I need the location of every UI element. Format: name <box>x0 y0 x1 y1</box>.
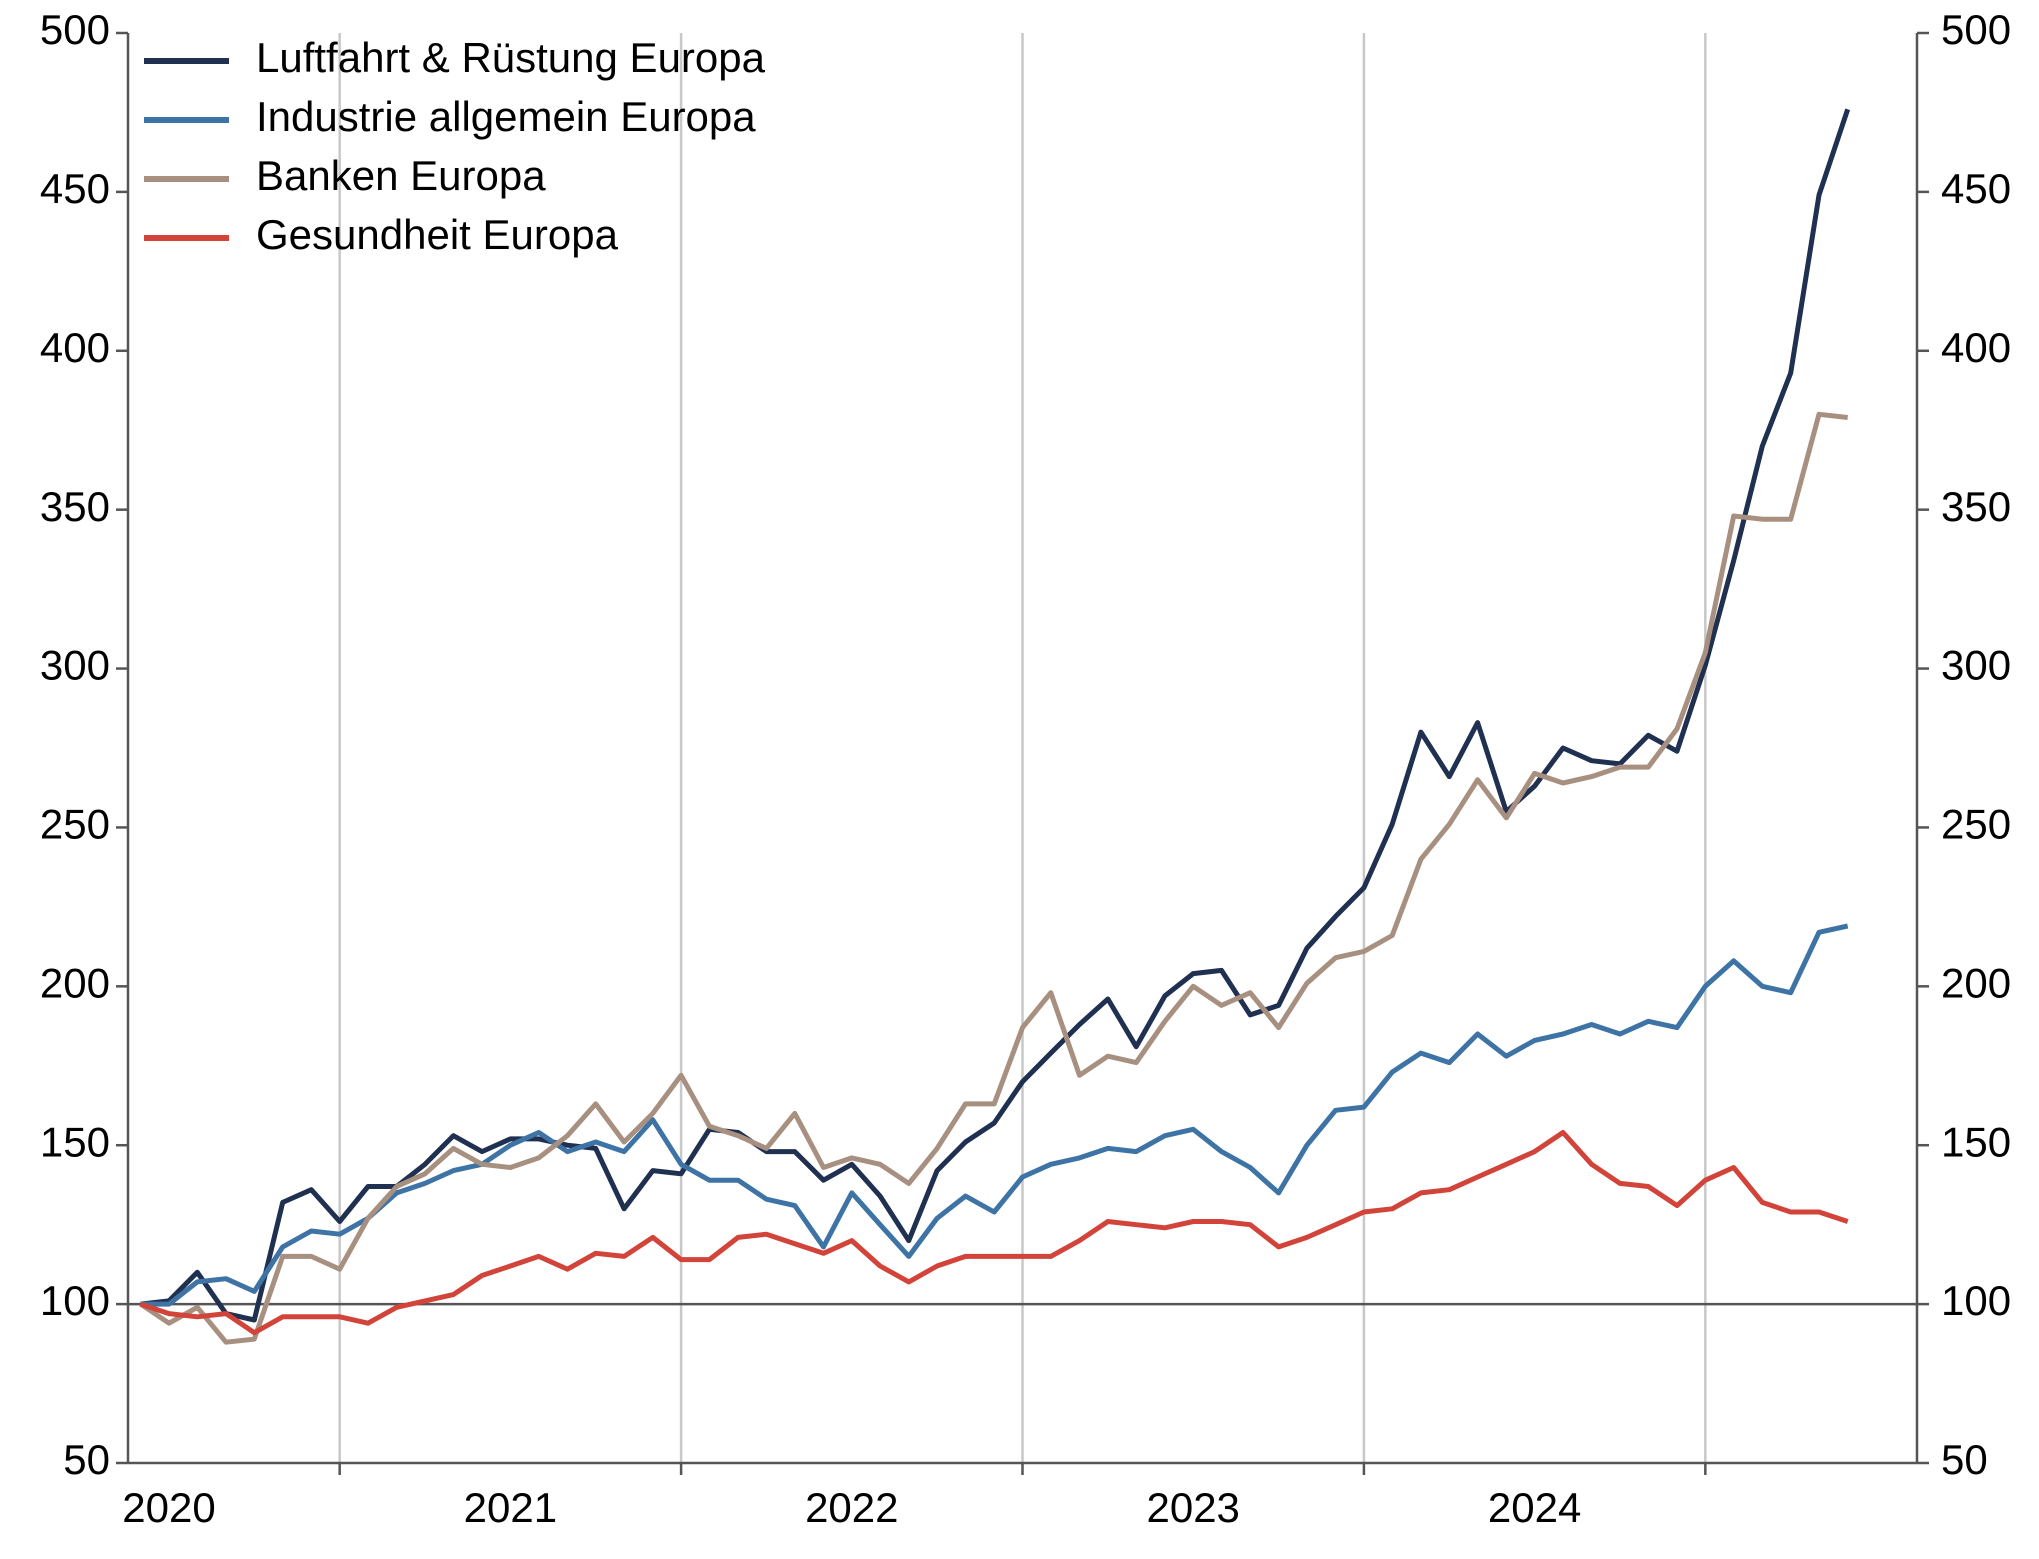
x-tick-label: 2020 <box>122 1484 215 1531</box>
y-tick-label: 100 <box>40 1277 110 1324</box>
y2-tick-label: 200 <box>1941 959 2011 1006</box>
y2-tick-label: 300 <box>1941 642 2011 689</box>
y-tick-label: 350 <box>40 483 110 530</box>
x-tick-label: 2021 <box>464 1484 557 1531</box>
y2-tick-label: 100 <box>1941 1277 2011 1324</box>
legend-label: Industrie allgemein Europa <box>256 93 756 140</box>
y2-tick-label: 250 <box>1941 801 2011 848</box>
legend-label: Gesundheit Europa <box>256 211 619 258</box>
series-line <box>139 411 1848 1345</box>
y2-tick-label: 450 <box>1941 165 2011 212</box>
x-tick-label: 2024 <box>1488 1484 1581 1531</box>
y2-tick-label: 400 <box>1941 324 2011 371</box>
y2-tick-label: 150 <box>1941 1118 2011 1165</box>
series-line <box>140 108 1851 1323</box>
y2-tick-label: 50 <box>1941 1436 1988 1483</box>
y-tick-label: 150 <box>40 1118 110 1165</box>
x-tick-label: 2023 <box>1146 1484 1239 1531</box>
x-tick-label: 2022 <box>805 1484 898 1531</box>
legend-label: Banken Europa <box>256 152 546 199</box>
series-line <box>140 923 1849 1307</box>
y-tick-label: 300 <box>40 642 110 689</box>
y2-tick-label: 350 <box>1941 483 2011 530</box>
legend-label: Luftfahrt & Rüstung Europa <box>256 34 766 81</box>
y-tick-label: 500 <box>40 6 110 53</box>
y2-tick-label: 500 <box>1941 6 2011 53</box>
y-tick-label: 250 <box>40 801 110 848</box>
y-tick-label: 450 <box>40 165 110 212</box>
series-line <box>139 1130 1849 1336</box>
y-tick-label: 400 <box>40 324 110 371</box>
y-tick-label: 50 <box>63 1436 110 1483</box>
y-tick-label: 200 <box>40 959 110 1006</box>
